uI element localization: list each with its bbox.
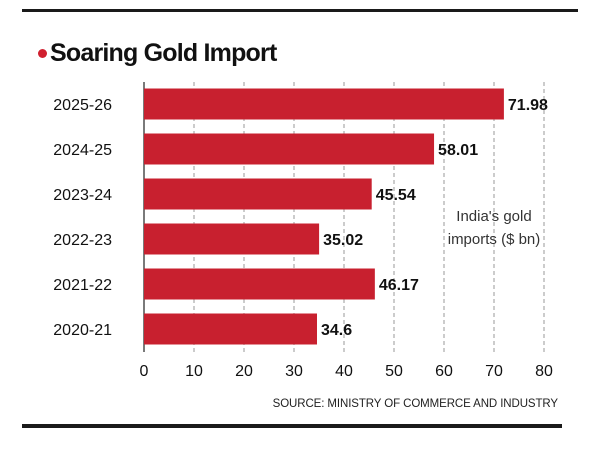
x-tick-label: 80 bbox=[535, 363, 553, 380]
category-label: 2022-23 bbox=[53, 232, 112, 249]
category-label: 2024-25 bbox=[53, 142, 112, 159]
x-tick-label: 0 bbox=[140, 363, 149, 380]
x-tick-label: 30 bbox=[285, 363, 303, 380]
data-label: 58.01 bbox=[438, 142, 478, 159]
red-dot-icon bbox=[38, 48, 47, 58]
x-tick-label: 50 bbox=[385, 363, 403, 380]
bar bbox=[144, 223, 320, 255]
data-label: 35.02 bbox=[323, 232, 363, 249]
bar bbox=[144, 178, 372, 210]
x-tick-label: 20 bbox=[235, 363, 253, 380]
data-label: 45.54 bbox=[376, 187, 416, 204]
x-tick-label: 40 bbox=[335, 363, 353, 380]
chart-annotation: India's gold bbox=[456, 208, 531, 225]
chart-annotation: imports ($ bn) bbox=[448, 231, 541, 248]
category-label: 2021-22 bbox=[53, 277, 112, 294]
bar bbox=[144, 133, 435, 165]
bar bbox=[144, 313, 317, 345]
bar bbox=[144, 88, 504, 120]
data-label: 71.98 bbox=[508, 97, 548, 114]
bar bbox=[144, 268, 375, 300]
category-label: 2025-26 bbox=[53, 97, 112, 114]
data-label: 34.6 bbox=[321, 322, 352, 339]
source-note: SOURCE: MINISTRY OF COMMERCE AND INDUSTR… bbox=[272, 398, 558, 410]
data-label: 46.17 bbox=[379, 277, 419, 294]
bottom-rule bbox=[22, 424, 562, 428]
chart-title: Soaring Gold Import bbox=[50, 39, 277, 67]
title-block: Soaring Gold Import bbox=[38, 38, 277, 68]
category-label: 2023-24 bbox=[53, 187, 112, 204]
x-tick-label: 70 bbox=[485, 363, 503, 380]
category-label: 2020-21 bbox=[53, 322, 112, 339]
x-tick-label: 10 bbox=[185, 363, 203, 380]
top-rule bbox=[22, 9, 578, 12]
x-tick-label: 60 bbox=[435, 363, 453, 380]
